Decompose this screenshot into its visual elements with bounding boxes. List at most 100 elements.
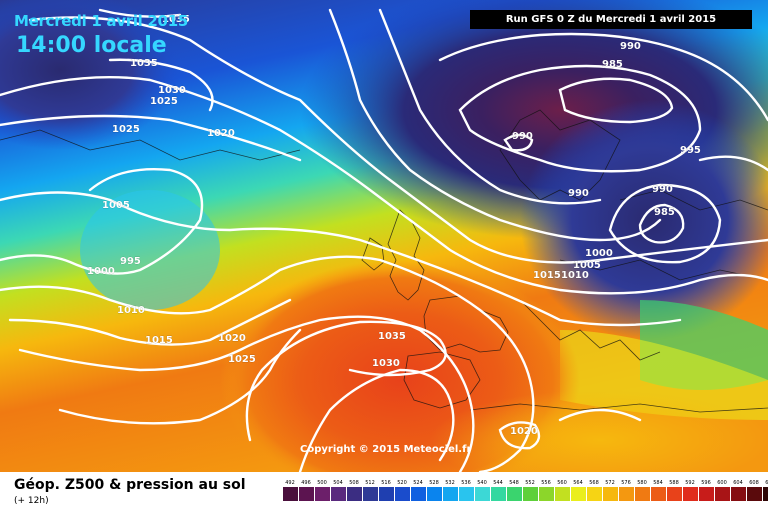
- legend-cell: 540: [474, 479, 490, 502]
- isobar-labels: 1035 1035 1030 1025 1025 1020 1005 1000 …: [87, 14, 701, 437]
- legend-cell: 532: [442, 479, 458, 502]
- legend-swatch: [538, 487, 554, 501]
- legend-value: 568: [589, 480, 599, 486]
- isobar-label: 990: [568, 188, 589, 199]
- legend-swatch: [554, 487, 570, 501]
- forecast-date: Mercredi 1 avril 2015: [14, 12, 188, 30]
- isobar-label: 1035: [130, 58, 158, 69]
- legend-value: 572: [605, 480, 615, 486]
- legend-cell: 580: [634, 479, 650, 502]
- legend-value: 580: [637, 480, 647, 486]
- isobar-label: 1015: [533, 270, 561, 281]
- run-info-banner: Run GFS 0 Z du Mercredi 1 avril 2015: [470, 10, 752, 29]
- legend-cell: 492: [282, 479, 298, 502]
- legend-swatch: [474, 487, 490, 501]
- isobar-label: 1035: [378, 331, 406, 342]
- legend-value: 544: [493, 480, 503, 486]
- legend-cell: 592: [682, 479, 698, 502]
- legend-value: 556: [541, 480, 551, 486]
- legend-value: 520: [397, 480, 407, 486]
- legend-cell: 496: [298, 479, 314, 502]
- legend-swatch: [682, 487, 698, 501]
- isobar-label: 985: [654, 207, 675, 218]
- legend-swatch: [746, 487, 762, 501]
- legend-value: 512: [365, 480, 375, 486]
- legend-cell: 520: [394, 479, 410, 502]
- legend-value: 560: [557, 480, 567, 486]
- isobar-label: 1025: [150, 96, 178, 107]
- legend-swatch: [602, 487, 618, 501]
- legend-cell: 576: [618, 479, 634, 502]
- legend-value: 600: [717, 480, 727, 486]
- forecast-time: 14:00 locale: [16, 33, 167, 58]
- legend-value: 608: [749, 480, 759, 486]
- legend-cell: 560: [554, 479, 570, 502]
- legend-value: 612: [765, 480, 768, 486]
- legend-cell: 604: [730, 479, 746, 502]
- legend-cell: 568: [586, 479, 602, 502]
- legend-swatch: [426, 487, 442, 501]
- legend-swatch: [586, 487, 602, 501]
- isobar-label: 1020: [510, 426, 538, 437]
- legend-value: 592: [685, 480, 695, 486]
- isobar-label: 1035: [162, 14, 190, 25]
- legend-cell: 516: [378, 479, 394, 502]
- legend-swatch: [314, 487, 330, 501]
- legend-value: 536: [461, 480, 471, 486]
- legend-swatch: [394, 487, 410, 501]
- isobar-label: 1020: [218, 333, 246, 344]
- legend-swatch: [346, 487, 362, 501]
- isobar-label: 990: [620, 41, 641, 52]
- legend-cell: 564: [570, 479, 586, 502]
- legend-value: 524: [413, 480, 423, 486]
- isobar-label: 990: [652, 184, 673, 195]
- isobar-label: 1020: [207, 128, 235, 139]
- isobar-label: 1005: [573, 260, 601, 271]
- isobar-label: 1000: [87, 266, 115, 277]
- legend-swatch: [330, 487, 346, 501]
- legend-value: 528: [429, 480, 439, 486]
- legend-cell: 556: [538, 479, 554, 502]
- legend-value: 508: [349, 480, 359, 486]
- legend-cell: 584: [650, 479, 666, 502]
- legend-cell: 612: [762, 479, 768, 502]
- isobar-label: 1005: [102, 200, 130, 211]
- legend-swatch: [730, 487, 746, 501]
- legend-cell: 524: [410, 479, 426, 502]
- forecast-offset: (+ 12h): [14, 496, 49, 506]
- legend-swatch: [666, 487, 682, 501]
- isobar-label: 995: [120, 256, 141, 267]
- copyright-notice: Copyright © 2015 Meteociel.fr: [300, 444, 472, 455]
- isobar-label: 995: [680, 145, 701, 156]
- legend-swatch: [714, 487, 730, 501]
- isobar-label: 1010: [117, 305, 145, 316]
- legend-swatch: [458, 487, 474, 501]
- legend-cell: 572: [602, 479, 618, 502]
- legend-value: 504: [333, 480, 343, 486]
- isobar-label: 1015: [145, 335, 173, 346]
- legend-cell: 544: [490, 479, 506, 502]
- legend-swatch: [618, 487, 634, 501]
- legend-swatch: [506, 487, 522, 501]
- legend-cell: 596: [698, 479, 714, 502]
- legend-swatch: [410, 487, 426, 501]
- legend-cell: 504: [330, 479, 346, 502]
- isobar-label: 990: [512, 131, 533, 142]
- legend-cell: 500: [314, 479, 330, 502]
- map-canvas: 1035 1035 1030 1025 1025 1020 1005 1000 …: [0, 0, 768, 472]
- legend-value: 552: [525, 480, 535, 486]
- legend-swatch: [762, 487, 768, 501]
- legend-swatch: [634, 487, 650, 501]
- isobar-label: 1025: [112, 124, 140, 135]
- legend-swatch: [362, 487, 378, 501]
- legend-cell: 508: [346, 479, 362, 502]
- legend-value: 492: [285, 480, 295, 486]
- legend-value: 584: [653, 480, 663, 486]
- legend-value: 596: [701, 480, 711, 486]
- legend-swatch: [650, 487, 666, 501]
- isobar-label: 1030: [158, 85, 186, 96]
- isobar-label: 1010: [561, 270, 589, 281]
- legend-value: 564: [573, 480, 583, 486]
- legend-cell: 548: [506, 479, 522, 502]
- legend-value: 500: [317, 480, 327, 486]
